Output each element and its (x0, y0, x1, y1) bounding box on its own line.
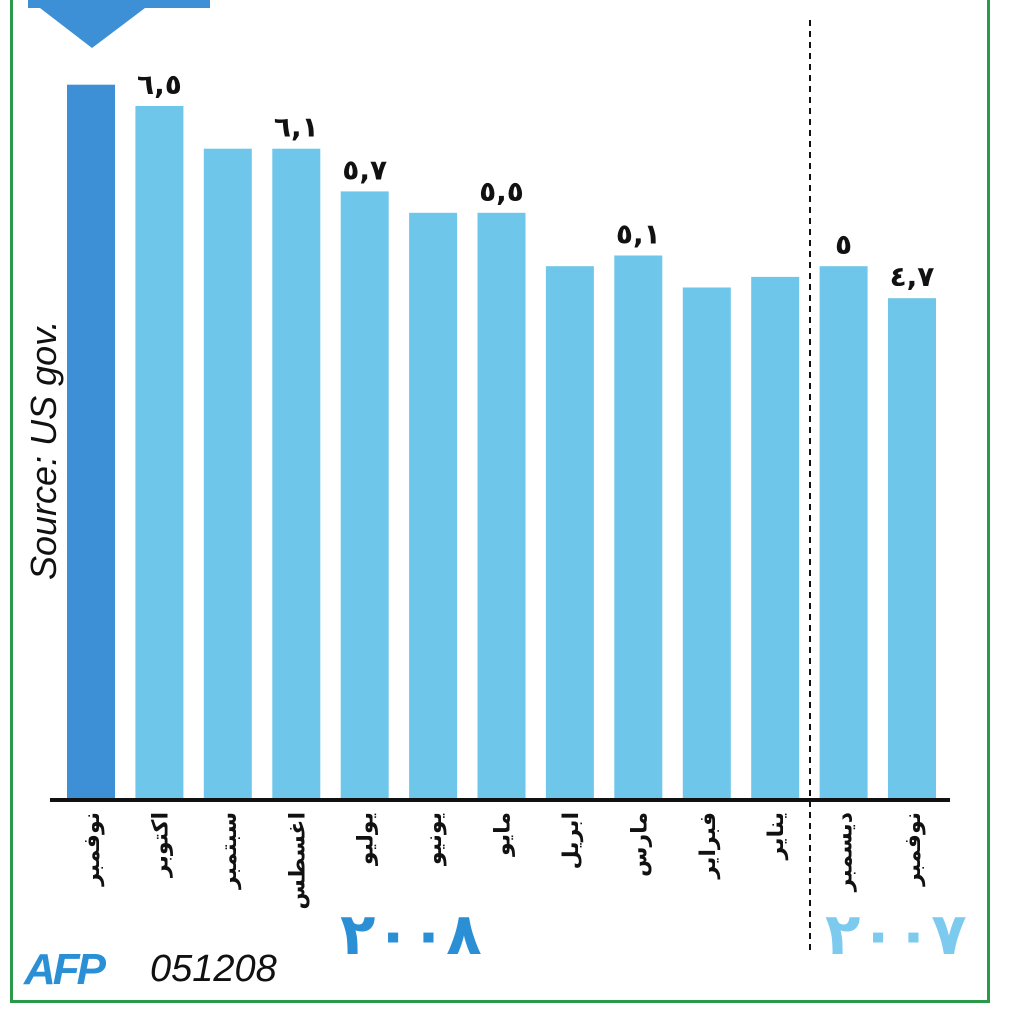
bar (272, 148, 321, 800)
bars (67, 84, 936, 801)
category-label: ابريل (559, 812, 584, 869)
bar (409, 212, 458, 801)
afp-logo: AFP (24, 945, 106, 994)
bar (135, 106, 184, 800)
category-label: فبراير (696, 812, 721, 880)
bar (751, 276, 800, 800)
category-label: مارس (627, 812, 652, 877)
category-label: نوفمبر (80, 812, 105, 887)
category-label: ديسمبر (833, 812, 858, 892)
value-labels: ٤,٧ ٥ ٥,١ ٥,٥ ٥,٧ ٦,١ ٦,٥ (137, 68, 934, 293)
value-label: ٥,٥ (479, 175, 524, 208)
value-label: ٥,١ (616, 218, 661, 251)
bar (888, 298, 936, 800)
source-text: Source: US gov. (23, 320, 64, 580)
bar (67, 84, 115, 800)
bar (682, 287, 731, 800)
value-label: ٥,٧ (342, 153, 387, 186)
value-label: ٤,٧ (890, 260, 935, 293)
bar (203, 148, 252, 800)
category-label: سبتمبر (217, 812, 242, 890)
category-label: مايو (491, 812, 516, 857)
bar (819, 266, 868, 800)
category-label: يونيو (422, 812, 447, 866)
value-label: ٦,٥ (137, 68, 182, 101)
category-labels: نوفمبر ديسمبر يناير فبراير مارس ابريل مايو يوني… (80, 812, 926, 910)
chart-frame (10, 0, 990, 1003)
bar (614, 255, 663, 800)
category-label: اغسطس (285, 812, 310, 910)
bar (477, 212, 526, 801)
value-label: ٥ (835, 228, 852, 261)
value-label: ٦,١ (274, 111, 319, 144)
latest-value-marker-icon (28, 0, 210, 48)
category-label: يوليو (354, 812, 379, 866)
year-2008-label: ٢٠٠٨ (340, 900, 482, 968)
category-label: نوفمبر (901, 812, 926, 887)
bar (545, 266, 594, 800)
category-label: اكتوبر (148, 812, 173, 878)
category-label: يناير (764, 812, 789, 860)
credit-code: 051208 (150, 948, 277, 990)
bar (340, 191, 389, 800)
year-2007-label: ٢٠٠٧ (825, 900, 967, 968)
